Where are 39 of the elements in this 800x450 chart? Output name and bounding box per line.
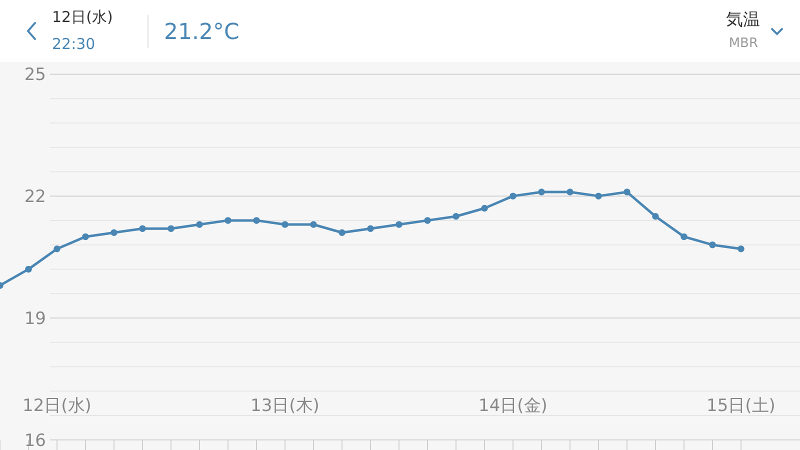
point (310, 221, 317, 228)
point (82, 233, 89, 240)
point (566, 188, 574, 196)
text: 22:30 (52, 35, 96, 53)
point (338, 229, 346, 236)
point (624, 188, 630, 196)
point (481, 204, 488, 212)
point (709, 241, 716, 248)
point (396, 221, 402, 228)
point (54, 246, 60, 252)
x-tick-label: 15日(土) (706, 396, 776, 416)
point (196, 221, 203, 228)
point (595, 192, 602, 200)
point (367, 225, 374, 232)
point (139, 225, 146, 232)
point (282, 221, 288, 228)
point (25, 266, 32, 273)
point (538, 188, 545, 196)
x-tick-label: 13日(木) (250, 396, 320, 416)
text: 12日(水) (52, 8, 113, 26)
y-tick-label: 19 (24, 308, 46, 329)
point (510, 192, 516, 200)
point (738, 246, 744, 252)
point (224, 217, 232, 224)
chart-title: 気温 (726, 10, 760, 30)
point (452, 213, 460, 220)
y-tick-label: 16 (24, 430, 46, 450)
point (110, 229, 118, 236)
x-tick-label: 14日(金) (478, 396, 548, 416)
chart-subtitle: MBR (728, 36, 758, 51)
point (168, 225, 174, 232)
y-tick-label: 22 (24, 187, 46, 208)
text: 21.2°C (164, 20, 240, 45)
point (652, 213, 659, 220)
y-tick-label: 25 (24, 65, 46, 86)
point (424, 217, 431, 224)
point (253, 217, 260, 224)
x-tick-label: 12日(水) (22, 396, 92, 416)
point (680, 233, 688, 240)
